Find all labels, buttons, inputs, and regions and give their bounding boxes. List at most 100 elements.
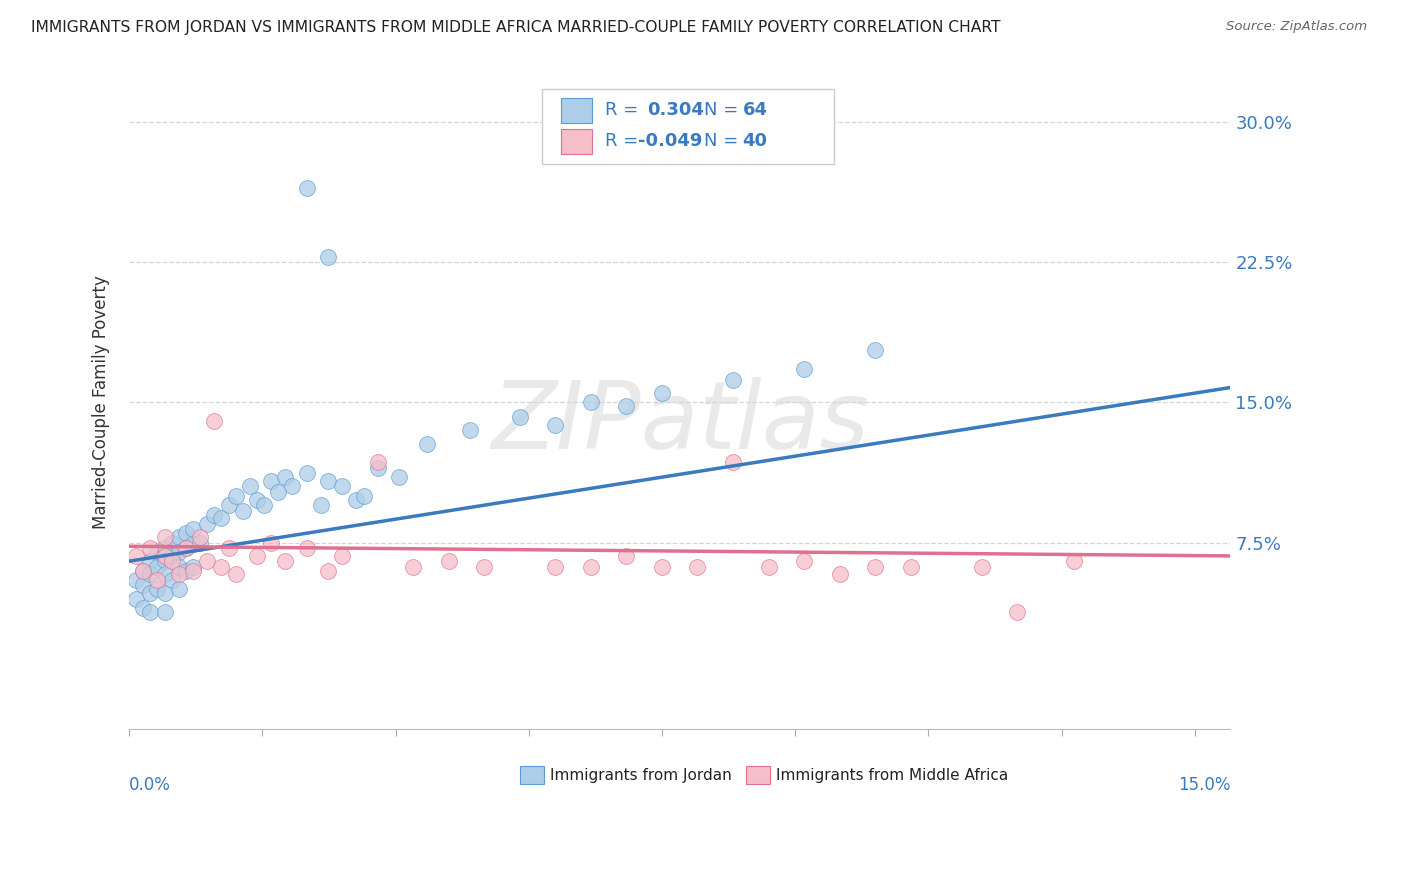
Text: 0.0%: 0.0% (129, 776, 172, 795)
Point (295, 541, 318, 555)
Point (209, 559, 232, 574)
Text: N =: N = (704, 132, 738, 150)
Point (509, 410, 531, 425)
Point (167, 582, 190, 597)
Y-axis label: Married-Couple Family Poverty: Married-Couple Family Poverty (93, 276, 110, 529)
Point (579, 395, 602, 409)
Point (146, 573, 169, 587)
Point (153, 549, 176, 563)
Point (616, 399, 638, 413)
Point (181, 537, 204, 551)
Point (132, 564, 155, 578)
Point (181, 559, 204, 574)
Point (181, 523, 204, 537)
FancyBboxPatch shape (543, 88, 834, 164)
Point (167, 567, 190, 582)
Point (218, 541, 240, 555)
Point (146, 582, 169, 597)
Point (651, 559, 673, 574)
Point (153, 605, 176, 619)
Point (651, 386, 673, 401)
Point (686, 559, 709, 574)
Point (253, 498, 276, 512)
Point (616, 549, 638, 563)
Point (544, 417, 567, 432)
Bar (561, 98, 592, 123)
Point (139, 605, 162, 619)
Point (160, 554, 183, 568)
Point (437, 554, 460, 568)
Point (1005, 605, 1028, 619)
Point (1063, 554, 1085, 568)
Text: Immigrants from Middle Africa: Immigrants from Middle Africa (776, 767, 1008, 782)
Point (793, 554, 815, 568)
Point (458, 424, 481, 438)
Point (160, 549, 183, 563)
Text: Source: ZipAtlas.com: Source: ZipAtlas.com (1226, 20, 1367, 33)
Point (239, 479, 262, 493)
Text: N =: N = (704, 102, 738, 120)
Text: R =: R = (605, 132, 638, 150)
Point (132, 564, 155, 578)
Bar (745, 766, 770, 784)
Point (828, 567, 851, 582)
Point (281, 479, 304, 493)
Point (181, 564, 204, 578)
Point (153, 567, 176, 582)
Point (174, 541, 197, 555)
Point (472, 559, 495, 574)
Text: 64: 64 (742, 102, 768, 120)
Point (388, 470, 411, 484)
Point (246, 492, 269, 507)
Point (330, 549, 353, 563)
Point (153, 554, 176, 568)
Point (267, 485, 290, 500)
Point (153, 586, 176, 600)
Point (863, 343, 886, 358)
Point (139, 567, 162, 582)
Point (209, 511, 232, 525)
Text: IMMIGRANTS FROM JORDAN VS IMMIGRANTS FROM MIDDLE AFRICA MARRIED-COUPLE FAMILY PO: IMMIGRANTS FROM JORDAN VS IMMIGRANTS FRO… (31, 20, 1001, 35)
Text: 15.0%: 15.0% (1178, 776, 1230, 795)
Point (160, 535, 183, 549)
Text: 40: 40 (742, 132, 768, 150)
Bar (520, 766, 544, 784)
Point (544, 559, 567, 574)
Point (218, 498, 240, 512)
Point (970, 559, 993, 574)
Text: 0.304: 0.304 (647, 102, 703, 120)
Point (139, 586, 162, 600)
Point (132, 578, 155, 592)
Point (274, 470, 297, 484)
Point (167, 559, 190, 574)
Point (167, 545, 190, 559)
Point (125, 591, 148, 606)
Point (316, 474, 339, 488)
Point (174, 564, 197, 578)
Text: R =: R = (605, 102, 638, 120)
Point (416, 436, 439, 450)
Point (160, 573, 183, 587)
Point (153, 530, 176, 544)
Point (174, 526, 197, 541)
Point (139, 554, 162, 568)
Point (153, 541, 176, 555)
Point (346, 492, 368, 507)
Point (579, 559, 602, 574)
Point (195, 516, 218, 531)
Point (139, 541, 162, 555)
Point (309, 498, 332, 512)
Point (167, 530, 190, 544)
Point (246, 549, 269, 563)
Point (232, 504, 254, 518)
Point (202, 414, 225, 428)
Point (793, 362, 815, 376)
Point (758, 559, 780, 574)
Point (316, 250, 339, 264)
Point (225, 567, 247, 582)
Point (863, 559, 886, 574)
Point (125, 549, 148, 563)
Point (721, 455, 744, 469)
Point (367, 460, 389, 475)
Point (316, 564, 339, 578)
